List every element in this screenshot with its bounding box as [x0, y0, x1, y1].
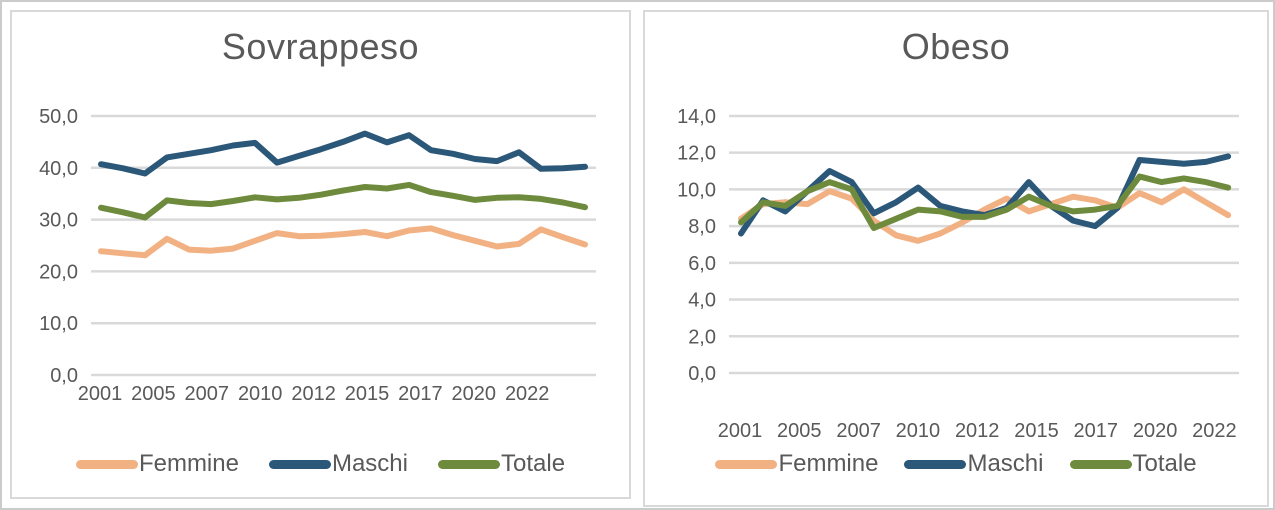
legend-label-maschi: Maschi — [967, 450, 1044, 477]
sovrappeso-plot-area: 0,0 10,0 20,0 30,0 40,0 50,0 2001 2005 2007 2010 2… — [39, 106, 596, 405]
legend-label-maschi: Maschi — [331, 450, 408, 477]
y-tick-label: 0,0 — [50, 365, 78, 387]
y-tick-label: 2,0 — [688, 326, 716, 348]
x-tick-label: 2010 — [896, 420, 941, 442]
y-tick-label: 30,0 — [39, 210, 78, 232]
totale-line — [98, 181, 588, 221]
x-tick-label: 2022 — [1192, 420, 1237, 442]
legend-obeso: Femmine Maschi Totale — [645, 450, 1267, 478]
legend-label-femmine: Femmine — [778, 450, 879, 477]
x-tick-label: 2010 — [238, 383, 283, 405]
maschi-line-swatch — [268, 459, 331, 469]
x-tick-label: 2007 — [836, 420, 881, 442]
legend-label-femmine: Femmine — [138, 450, 239, 477]
totale-line-swatch — [1069, 459, 1132, 469]
y-tick-label: 14,0 — [677, 106, 716, 128]
x-tick-label: 2022 — [505, 383, 550, 405]
legend-label-totale: Totale — [501, 450, 566, 477]
x-tick-label: 2017 — [1074, 420, 1119, 442]
x-tick-label: 2005 — [131, 383, 176, 405]
femmine-line-swatch — [75, 459, 138, 469]
maschi-line-swatch — [904, 459, 967, 469]
x-tick-label: 2001 — [718, 420, 763, 442]
legend-item-femmine: Femmine — [715, 450, 878, 478]
femmine-line — [738, 186, 1232, 244]
chart-title-sovrappeso: Sovrappeso — [221, 26, 420, 67]
legend-item-totale: Totale — [438, 450, 565, 478]
y-tick-label: 6,0 — [688, 253, 716, 275]
x-tick-label: 2012 — [291, 383, 336, 405]
maschi-line — [738, 153, 1232, 237]
x-tick-label: 2001 — [78, 383, 123, 405]
y-tick-label: 8,0 — [688, 216, 716, 238]
y-tick-label: 10,0 — [39, 313, 78, 335]
legend-label-totale: Totale — [1132, 450, 1197, 477]
legend-item-femmine: Femmine — [75, 450, 239, 478]
x-tick-label: 2015 — [345, 383, 390, 405]
chart-title-obeso: Obeso — [901, 26, 1011, 67]
totale-line — [738, 173, 1232, 231]
maschi-line — [98, 130, 588, 177]
legend-item-totale: Totale — [1069, 450, 1197, 478]
x-tick-label: 2005 — [777, 420, 822, 442]
y-tick-label: 50,0 — [39, 106, 78, 128]
y-tick-label: 0,0 — [688, 363, 716, 385]
obeso-plot-area: 0,0 2,0 4,0 6,0 8,0 10,0 12,0 14,0 2001 2005 2007 2… — [677, 106, 1239, 442]
y-tick-label: 10,0 — [677, 179, 716, 201]
x-tick-label: 2020 — [1133, 420, 1178, 442]
femmine-line — [98, 225, 588, 259]
x-tick-label: 2020 — [452, 383, 497, 405]
legend-item-maschi: Maschi — [904, 450, 1044, 478]
legend-sovrappeso: Femmine Maschi Totale — [12, 450, 629, 478]
obeso-chart-panel: 0,0 2,0 4,0 6,0 8,0 10,0 12,0 14,0 2001 2005 2007 2… — [643, 10, 1269, 507]
x-tick-label: 2017 — [398, 383, 443, 405]
totale-line-swatch — [438, 459, 500, 469]
x-tick-label: 2015 — [1014, 420, 1059, 442]
x-tick-label: 2007 — [185, 383, 230, 405]
sovrappeso-chart-panel: 0,0 10,0 20,0 30,0 40,0 50,0 2001 2005 2007 2010 2… — [10, 10, 631, 499]
y-tick-label: 20,0 — [39, 261, 78, 283]
femmine-line-swatch — [715, 459, 778, 469]
y-tick-label: 40,0 — [39, 158, 78, 180]
y-tick-label: 12,0 — [677, 143, 716, 165]
y-tick-label: 4,0 — [688, 290, 716, 312]
legend-item-maschi: Maschi — [268, 450, 408, 478]
x-tick-label: 2012 — [955, 420, 1000, 442]
